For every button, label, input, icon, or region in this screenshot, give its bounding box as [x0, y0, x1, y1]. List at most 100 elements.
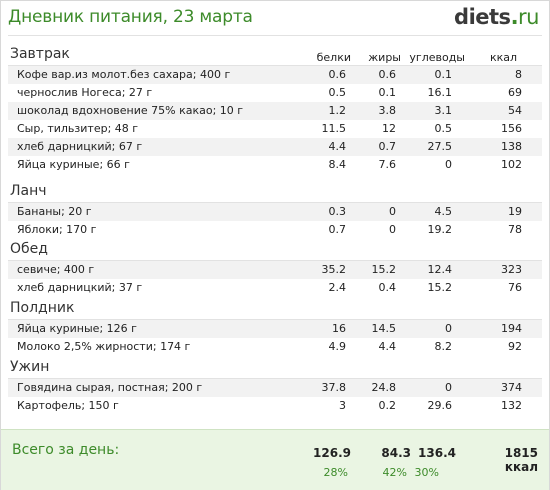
total-kcal: 1815 ккал	[504, 446, 538, 474]
food-name: Говядина сырая, постная; 200 г	[17, 381, 203, 394]
meal-section-title: Завтрак	[10, 46, 70, 62]
site-logo[interactable]: diets.ru	[454, 5, 539, 29]
food-fat: 0.7	[378, 140, 397, 153]
food-fat: 15.2	[371, 263, 397, 276]
food-kcal: 92	[508, 340, 522, 353]
food-protein: 0.5	[328, 86, 347, 99]
food-name: Яблоки; 170 г	[17, 223, 97, 236]
food-row: шоколад вдохновение 75% какао; 10 г 1.2 3.…	[8, 102, 542, 120]
column-header-carbs: углеводы	[409, 51, 465, 64]
food-name: хлеб дарницкий; 67 г	[17, 140, 143, 153]
food-name: хлеб дарницкий; 37 г	[17, 281, 143, 294]
food-kcal: 78	[508, 223, 522, 236]
food-kcal: 8	[515, 68, 522, 81]
food-protein: 37.8	[321, 381, 347, 394]
food-protein: 4.9	[328, 340, 347, 353]
food-carbs: 12.4	[427, 263, 453, 276]
total-fat-percent: 42%	[382, 466, 407, 479]
total-carbs: 136.4	[418, 446, 456, 460]
food-carbs: 0	[445, 322, 452, 335]
food-carbs: 29.6	[427, 399, 453, 412]
meal-section-divider	[8, 319, 542, 320]
food-kcal: 323	[501, 263, 522, 276]
food-protein: 16	[332, 322, 346, 335]
total-protein-percent: 28%	[323, 466, 348, 479]
food-protein: 0.7	[328, 223, 347, 236]
food-row: хлеб дарницкий; 67 г 4.4 0.7 27.5 138	[8, 138, 542, 156]
meal-section-divider	[8, 65, 542, 66]
food-row: Картофель; 150 г 3 0.2 29.6 132	[8, 397, 542, 415]
food-carbs: 8.2	[434, 340, 453, 353]
food-row: Яблоки; 170 г 0.7 0 19.2 78	[8, 221, 542, 239]
header: Дневник питания, 23 марта diets.ru	[1, 1, 549, 35]
food-fat: 0	[389, 205, 396, 218]
food-row: Бананы; 20 г 0.3 0 4.5 19	[8, 203, 542, 221]
food-carbs: 27.5	[427, 140, 453, 153]
food-name: Молоко 2,5% жирности; 174 г	[17, 340, 191, 353]
column-header-protein: белки	[316, 51, 351, 64]
food-kcal: 156	[501, 122, 522, 135]
food-name: Бананы; 20 г	[17, 205, 92, 218]
meal-section-title: Обед	[10, 241, 48, 257]
food-name: севиче; 400 г	[17, 263, 95, 276]
food-protein: 3	[339, 399, 346, 412]
food-protein: 0.6	[328, 68, 347, 81]
meal-section-divider	[8, 260, 542, 261]
food-kcal: 102	[501, 158, 522, 171]
meal-section-title: Ужин	[10, 359, 50, 375]
food-fat: 12	[382, 122, 396, 135]
food-kcal: 132	[501, 399, 522, 412]
food-kcal: 374	[501, 381, 522, 394]
food-protein: 1.2	[328, 104, 347, 117]
food-carbs: 16.1	[427, 86, 453, 99]
logo-main: diets	[454, 5, 511, 29]
food-kcal: 76	[508, 281, 522, 294]
food-name: Сыр, тильзитер; 48 г	[17, 122, 139, 135]
food-row: Молоко 2,5% жирности; 174 г 4.9 4.4 8.2 92	[8, 338, 542, 356]
food-fat: 3.8	[378, 104, 397, 117]
food-row: Сыр, тильзитер; 48 г 11.5 12 0.5 156	[8, 120, 542, 138]
logo-tld: ru	[518, 5, 539, 29]
food-kcal: 19	[508, 205, 522, 218]
daily-total: Всего за день: 126.9 84.3 136.4 1815 кка…	[1, 429, 549, 490]
total-fat: 84.3	[381, 446, 411, 460]
food-fat: 7.6	[378, 158, 397, 171]
food-name: Картофель; 150 г	[17, 399, 119, 412]
food-carbs: 0.5	[434, 122, 453, 135]
food-fat: 0.2	[378, 399, 397, 412]
food-fat: 0	[389, 223, 396, 236]
food-row: севиче; 400 г 35.2 15.2 12.4 323	[8, 261, 542, 279]
meal-section-divider	[8, 378, 542, 379]
page-title: Дневник питания, 23 марта	[8, 7, 253, 27]
food-protein: 4.4	[328, 140, 347, 153]
total-protein: 126.9	[313, 446, 351, 460]
food-fat: 24.8	[371, 381, 397, 394]
food-carbs: 0.1	[434, 68, 453, 81]
food-carbs: 19.2	[427, 223, 453, 236]
food-row: чернослив Ногеса; 27 г 0.5 0.1 16.1 69	[8, 84, 542, 102]
food-protein: 35.2	[321, 263, 347, 276]
logo-dot: .	[510, 5, 519, 29]
food-protein: 11.5	[321, 122, 347, 135]
column-header-kcal: ккал	[489, 51, 517, 64]
food-name: Яйца куриные; 126 г	[17, 322, 137, 335]
food-kcal: 194	[501, 322, 522, 335]
food-carbs: 3.1	[434, 104, 453, 117]
meal-section-title: Полдник	[10, 300, 75, 316]
meal-section-title: Ланч	[10, 183, 47, 199]
food-fat: 14.5	[371, 322, 397, 335]
food-row: Кофе вар.из молот.без сахара; 400 г 0.6 0.…	[8, 66, 542, 84]
total-label: Всего за день:	[12, 442, 120, 458]
column-header-fat: жиры	[368, 51, 401, 64]
food-fat: 0.4	[378, 281, 397, 294]
food-kcal: 138	[501, 140, 522, 153]
food-fat: 4.4	[378, 340, 397, 353]
meal-section-divider	[8, 202, 542, 203]
food-name: Кофе вар.из молот.без сахара; 400 г	[17, 68, 231, 81]
food-fat: 0.1	[378, 86, 397, 99]
food-kcal: 54	[508, 104, 522, 117]
food-name: Яйца куриные; 66 г	[17, 158, 130, 171]
header-divider	[8, 35, 542, 36]
food-row: Говядина сырая, постная; 200 г 37.8 24.8 0 3…	[8, 379, 542, 397]
food-row: Яйца куриные; 66 г 8.4 7.6 0 102	[8, 156, 542, 174]
